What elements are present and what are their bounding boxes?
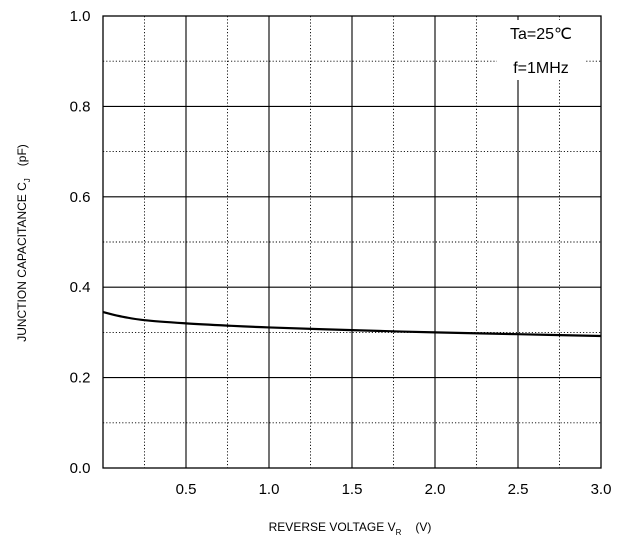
x-tick-label: 3.0 — [591, 481, 612, 498]
y-axis-label-unit: (pF) — [15, 144, 29, 166]
x-tick-label: 1.0 — [259, 481, 280, 498]
plot-frame — [102, 15, 602, 469]
y-tick-label: 1.0 — [70, 8, 91, 25]
annotation-box — [497, 20, 585, 80]
y-axis-label-subscript: J — [23, 178, 32, 182]
x-axis-label-subscript: R — [396, 528, 402, 537]
x-axis-label-main: REVERSE VOLTAGE V — [269, 520, 396, 534]
y-tick-labels: 0.0 0.2 0.4 0.6 0.8 1.0 — [70, 8, 91, 477]
y-tick-label: 0.8 — [70, 98, 91, 115]
capacitance-curve — [102, 310, 602, 338]
y-tick-label: 0.6 — [70, 189, 91, 206]
x-axis-label: REVERSE VOLTAGE VR (V) — [269, 520, 432, 537]
y-tick-label: 0.4 — [70, 279, 91, 296]
y-axis-label-main: JUNCTION CAPACITANCE C — [15, 182, 29, 342]
y-tick-label: 0.0 — [70, 460, 91, 477]
x-tick-label: 2.5 — [508, 481, 529, 498]
y-tick-label: 0.2 — [70, 370, 91, 387]
x-tick-label: 2.0 — [425, 481, 446, 498]
y-axis-label: JUNCTION CAPACITANCE CJ (pF) — [15, 144, 32, 342]
x-axis-label-unit: (V) — [415, 520, 431, 534]
frequency-annotation: f=1MHz — [513, 60, 569, 77]
major-grid — [103, 16, 601, 468]
x-tick-label: 1.5 — [342, 481, 363, 498]
temperature-annotation: Ta=25℃ — [510, 26, 572, 43]
x-tick-labels: 0.5 1.0 1.5 2.0 2.5 3.0 — [176, 481, 612, 498]
x-tick-label: 0.5 — [176, 481, 197, 498]
